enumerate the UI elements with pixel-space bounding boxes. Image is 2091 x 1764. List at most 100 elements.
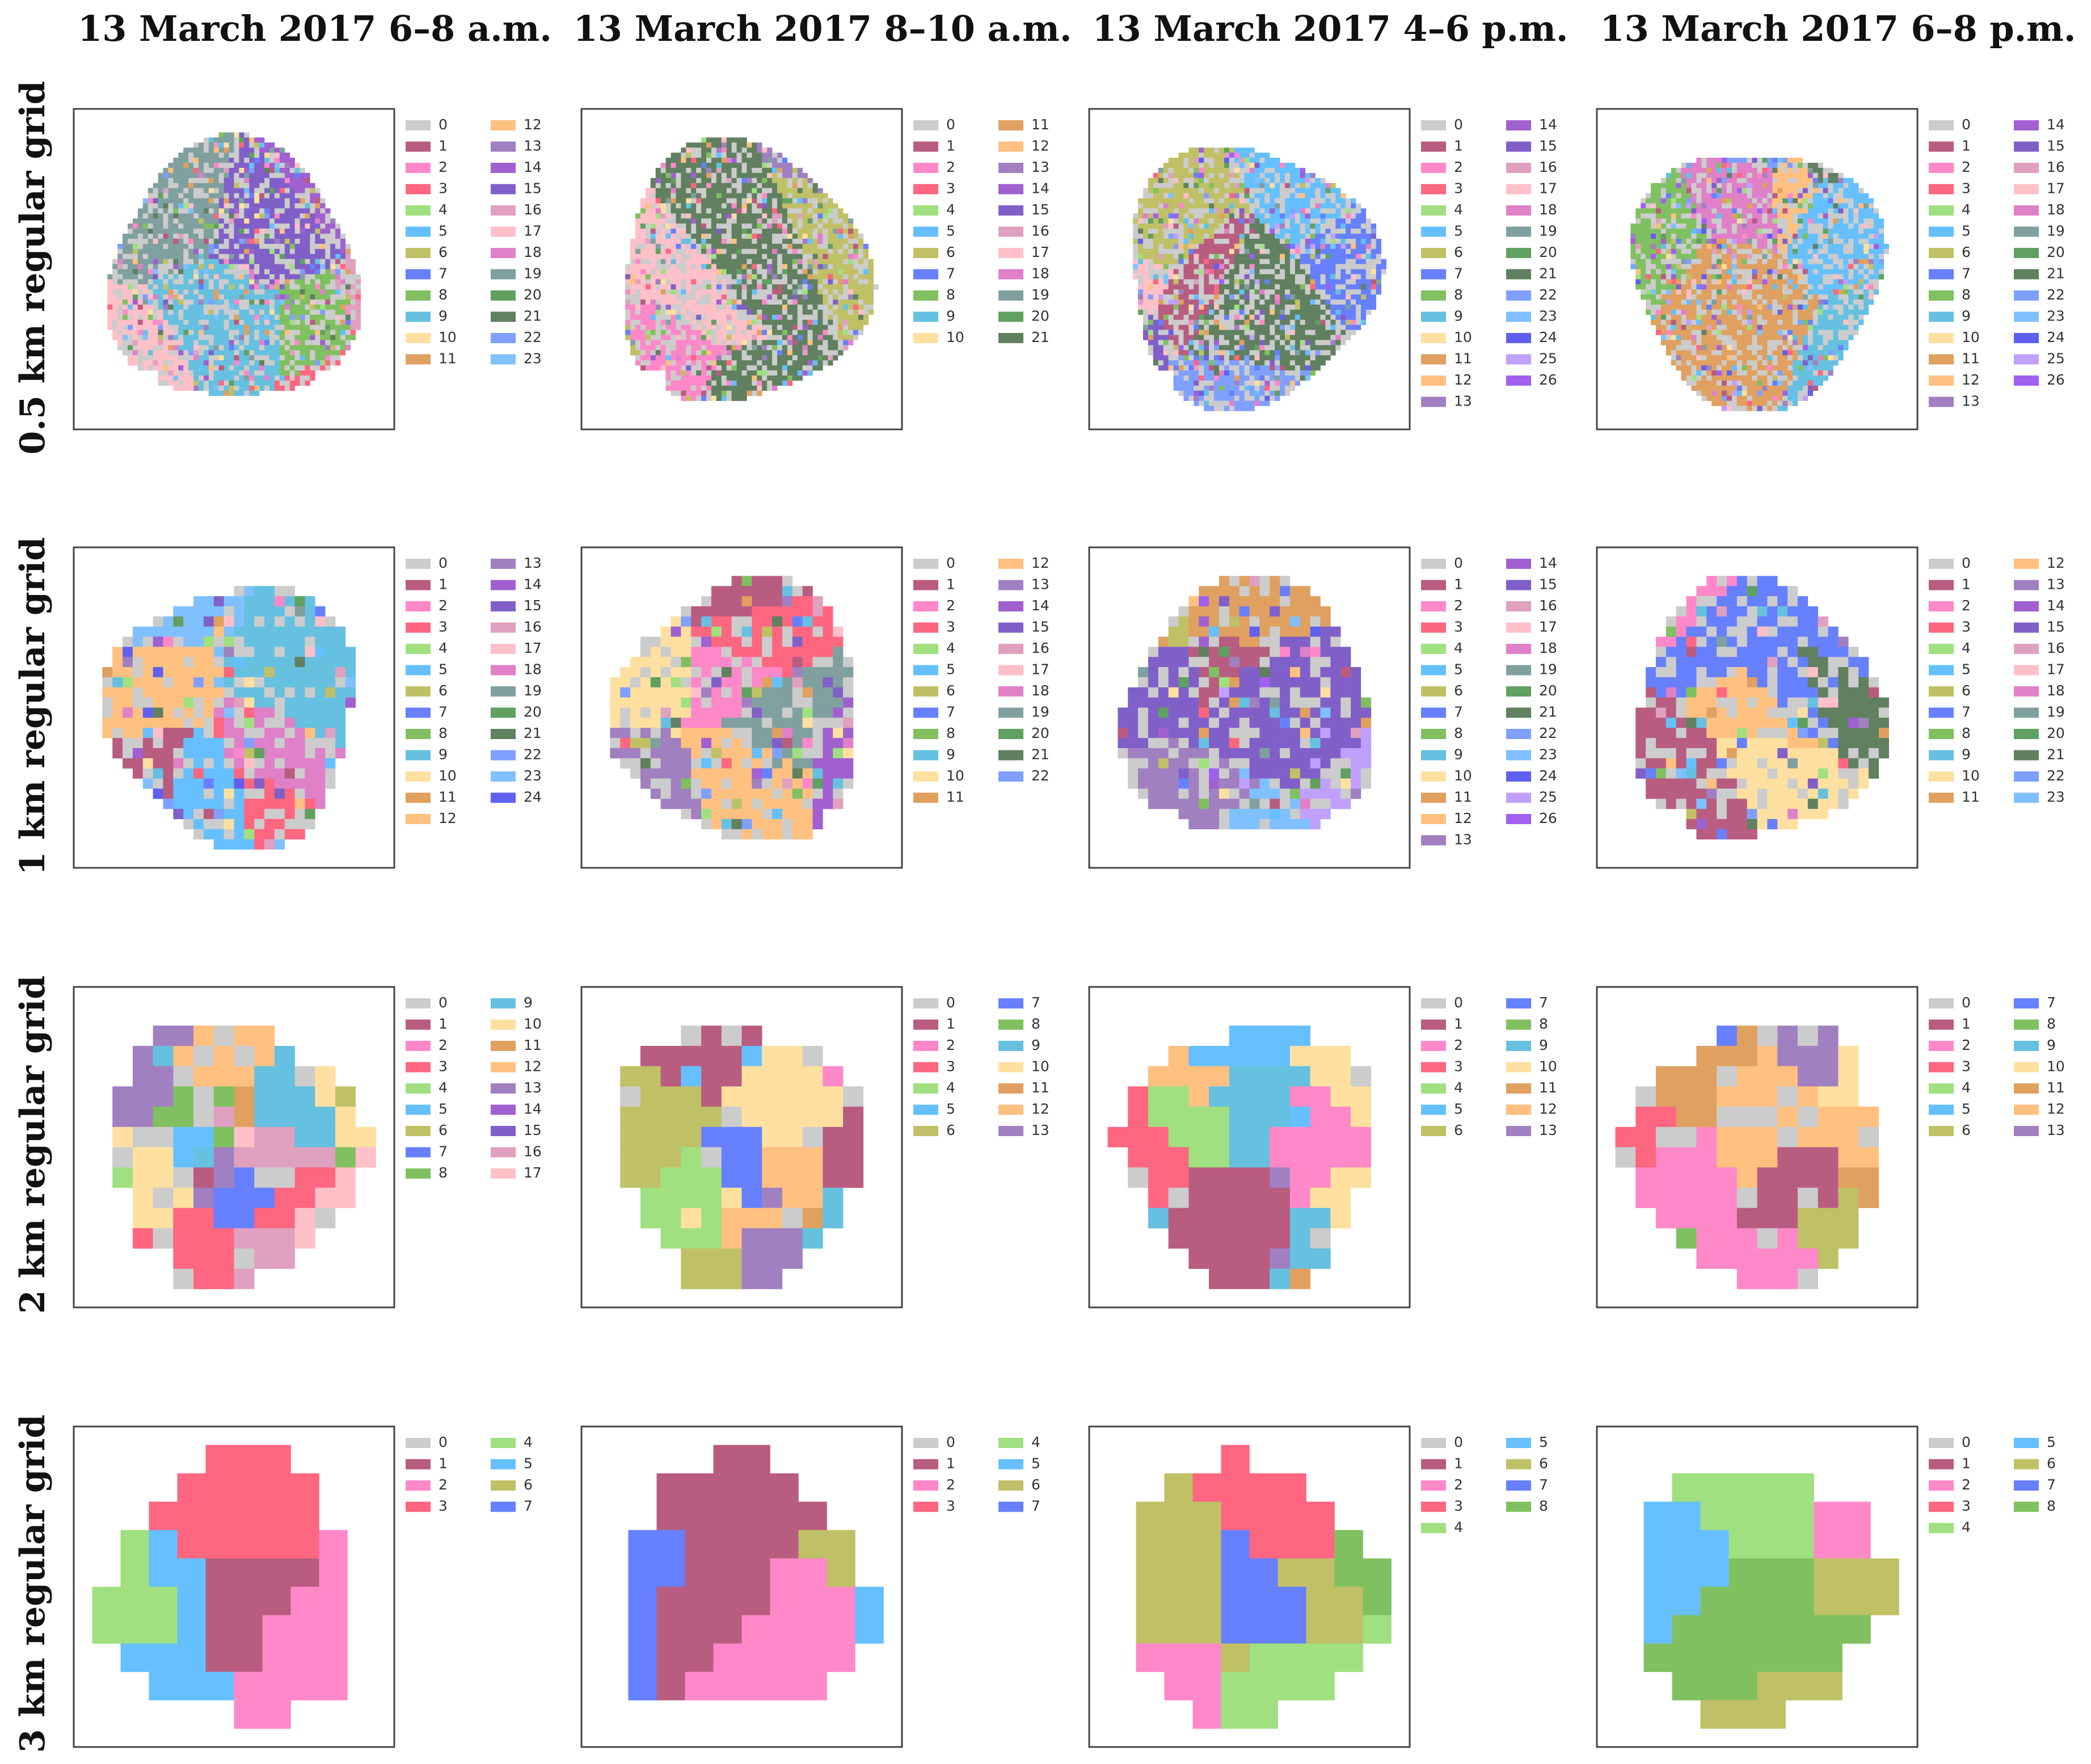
grid-cell: [691, 158, 697, 163]
grid-cell: [726, 234, 732, 239]
grid-cell: [812, 330, 818, 335]
grid-cell: [797, 355, 803, 361]
grid-cell: [660, 238, 666, 244]
grid-cell: [686, 264, 692, 269]
grid-cell: [254, 335, 260, 340]
grid-cell: [696, 208, 702, 214]
grid-cell: [848, 289, 854, 295]
grid-cell: [163, 243, 168, 250]
grid-cell: [747, 198, 752, 204]
grid-cell: [1310, 248, 1316, 255]
grid-cell: [1351, 229, 1356, 234]
grid-cell: [305, 269, 310, 275]
grid-cell: [701, 234, 707, 239]
grid-cell: [1280, 234, 1285, 239]
grid-cell: [757, 299, 762, 305]
grid-cell: [239, 319, 244, 326]
grid-cell: [335, 259, 341, 264]
grid-cell: [772, 248, 778, 255]
grid-cell: [158, 213, 163, 219]
grid-cell: [289, 234, 295, 239]
grid-cell: [868, 289, 874, 295]
grid-cell: [853, 319, 859, 326]
grid-cell: [792, 375, 798, 381]
grid-cell: [203, 254, 209, 259]
grid-cell: [797, 360, 803, 366]
grid-cell: [132, 340, 138, 345]
grid-cell: [249, 314, 255, 320]
grid-cell: [833, 269, 838, 275]
grid-cell: [696, 340, 702, 345]
grid-cell: [229, 385, 234, 391]
grid-cell: [1320, 183, 1326, 188]
grid-cell: [1163, 234, 1169, 239]
grid-cell: [173, 188, 179, 193]
grid-cell: [213, 279, 220, 285]
grid-cell: [828, 319, 833, 326]
grid-cell: [716, 234, 722, 239]
grid-cell: [208, 167, 214, 174]
grid-cell: [711, 234, 717, 239]
grid-cell: [213, 167, 220, 174]
grid-cell: [213, 330, 220, 335]
grid-cell: [310, 355, 315, 361]
grid-cell: [787, 193, 793, 199]
grid-cell: [691, 319, 697, 326]
grid-cell: [173, 259, 179, 264]
grid-cell: [305, 259, 310, 264]
grid-cell: [823, 274, 828, 280]
grid-cell: [650, 305, 656, 310]
grid-cell: [259, 360, 265, 366]
grid-cell: [224, 294, 229, 300]
grid-cell: [153, 193, 158, 199]
grid-cell: [1244, 243, 1250, 250]
grid-cell: [137, 284, 144, 290]
grid-cell: [1289, 229, 1296, 234]
grid-cell: [168, 305, 174, 310]
grid-cell: [183, 309, 189, 315]
grid-cell: [163, 314, 168, 320]
grid-cell: [828, 208, 833, 214]
grid-cell: [767, 345, 773, 351]
grid-cell: [1219, 238, 1225, 244]
grid-cell: [234, 294, 239, 300]
grid-cell: [767, 178, 773, 184]
grid-cell: [762, 198, 768, 204]
legend-item: 3: [406, 180, 448, 197]
grid-cell: [229, 147, 234, 153]
grid-cell: [289, 193, 295, 199]
grid-cell: [665, 158, 671, 163]
grid-cell: [797, 208, 803, 214]
grid-cell: [153, 223, 158, 229]
grid-cell: [137, 365, 144, 371]
grid-cell: [1194, 218, 1199, 224]
grid-cell: [188, 213, 194, 219]
grid-cell: [782, 305, 788, 310]
grid-cell: [289, 380, 295, 386]
grid-cell: [681, 319, 686, 326]
grid-cell: [218, 345, 224, 351]
grid-cell: [655, 193, 661, 199]
grid-cell: [254, 153, 260, 158]
grid-cell: [208, 355, 214, 361]
grid-cell: [330, 324, 336, 330]
grid-cell: [640, 289, 646, 295]
grid-cell: [848, 218, 854, 224]
grid-cell: [310, 294, 315, 300]
grid-cell: [249, 137, 255, 143]
grid-cell: [721, 254, 727, 259]
grid-cell: [249, 243, 255, 250]
grid-cell: [1346, 243, 1351, 250]
grid-cell: [812, 269, 818, 275]
grid-cell: [807, 324, 813, 330]
grid-cell: [645, 279, 651, 285]
grid-cell: [224, 132, 229, 138]
grid-cell: [650, 330, 656, 335]
grid-cell: [193, 365, 199, 371]
legend-label: 22: [524, 329, 542, 345]
grid-cell: [153, 360, 158, 366]
grid-cell: [305, 183, 310, 188]
grid-cell: [178, 365, 184, 371]
grid-cell: [802, 335, 808, 340]
grid-cell: [1153, 259, 1159, 264]
